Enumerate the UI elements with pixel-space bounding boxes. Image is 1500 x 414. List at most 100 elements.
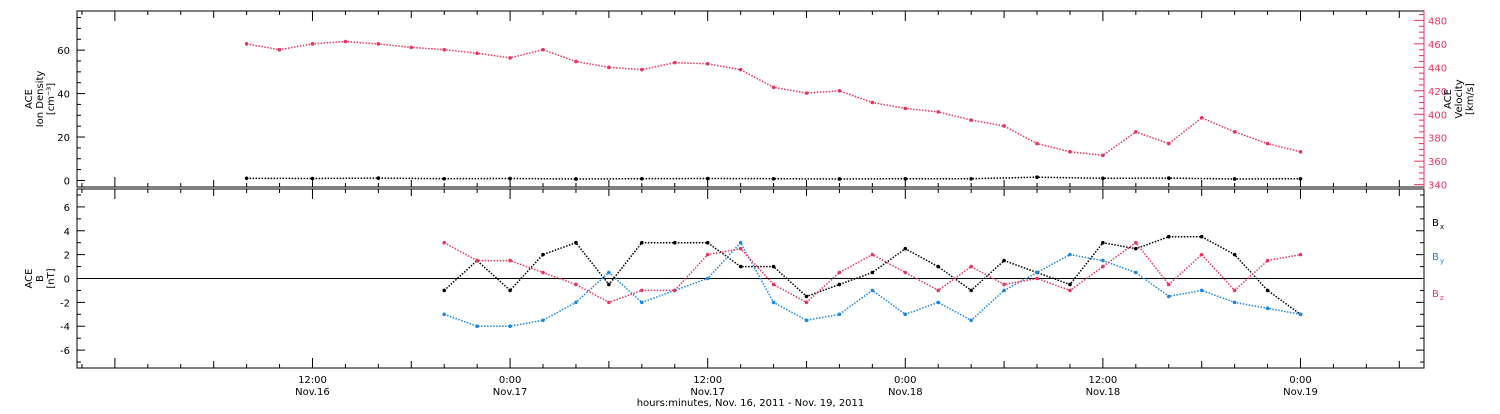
data-point <box>541 252 545 257</box>
data-point <box>607 282 611 287</box>
data-point <box>771 282 776 287</box>
data-point <box>1298 252 1303 257</box>
bottom-y-axis-label-line: ACE <box>24 269 35 289</box>
x-tick-date-label: Nov.18 <box>1086 387 1121 398</box>
data-point <box>1232 300 1237 305</box>
data-point <box>771 264 776 269</box>
data-point <box>1166 234 1171 239</box>
data-point <box>837 88 842 93</box>
data-point <box>640 176 644 181</box>
data-point <box>1134 240 1138 245</box>
data-point <box>1166 176 1171 180</box>
data-point <box>376 42 381 46</box>
data-point <box>837 282 842 287</box>
y-tick-label: -6 <box>60 346 70 357</box>
x-tick-date-label: Nov.18 <box>888 387 923 398</box>
top-y-axis-label-line: [cm⁻³] <box>46 83 57 115</box>
data-point <box>574 240 578 245</box>
data-point <box>541 47 545 52</box>
data-point <box>1134 246 1138 251</box>
data-point <box>1134 130 1138 134</box>
legend-label-main: B <box>1432 252 1439 263</box>
top-panel-frame <box>76 10 1425 188</box>
y-tick-label: 380 <box>1428 134 1447 145</box>
data-point <box>1101 240 1105 245</box>
data-point <box>870 100 875 105</box>
data-point <box>1101 153 1105 158</box>
data-point <box>672 240 677 245</box>
series-ion-density <box>244 175 1303 181</box>
data-point <box>640 240 644 245</box>
data-point <box>640 67 644 72</box>
data-point <box>1265 288 1270 293</box>
x-tick-time-label: 0:00 <box>894 375 916 386</box>
data-point <box>1232 130 1237 134</box>
data-point <box>1199 252 1204 257</box>
y-tick-label: -2 <box>60 298 70 309</box>
data-point <box>969 176 973 181</box>
series-bx <box>442 234 1303 317</box>
top-right-y-axis-label-line: Velocity <box>1454 79 1465 118</box>
y-tick-label: 2 <box>64 251 70 262</box>
data-point <box>738 264 743 269</box>
y-tick-label: 360 <box>1428 157 1447 168</box>
data-point <box>1134 270 1138 275</box>
data-point <box>771 300 776 305</box>
legend-label-main: B <box>1432 218 1439 229</box>
data-point <box>574 177 578 181</box>
data-point <box>442 240 447 245</box>
data-point <box>705 252 710 257</box>
data-point <box>1002 124 1006 128</box>
data-point <box>705 176 710 181</box>
series-velocity <box>244 39 1303 158</box>
data-point <box>804 294 809 299</box>
data-point <box>672 60 677 65</box>
data-point <box>541 318 545 323</box>
data-point <box>1035 175 1039 180</box>
data-point <box>508 56 512 60</box>
data-point <box>1035 276 1039 281</box>
data-point <box>1002 258 1006 263</box>
data-point <box>475 324 479 329</box>
data-point <box>574 59 578 64</box>
x-tick-time-label: 12:00 <box>693 375 722 386</box>
data-point <box>738 240 743 245</box>
y-tick-label: 40 <box>57 90 70 101</box>
data-point <box>1068 252 1072 257</box>
data-point <box>936 264 941 269</box>
data-point <box>442 176 447 181</box>
data-point <box>409 45 414 50</box>
data-point <box>1002 282 1006 287</box>
data-point <box>903 176 908 181</box>
data-point <box>640 288 644 293</box>
data-point <box>738 246 743 251</box>
data-point <box>804 300 809 305</box>
x-tick-date-label: Nov.16 <box>295 387 330 398</box>
top-left-y-axis: 0 20 40 60 <box>57 17 85 187</box>
data-point <box>837 312 842 317</box>
legend-label-sub: x <box>1440 223 1444 231</box>
data-point <box>738 67 743 72</box>
top-right-y-axis-label-line: ACE <box>1443 89 1454 109</box>
y-tick-label: 480 <box>1428 16 1447 27</box>
y-tick-label: 6 <box>64 203 70 214</box>
y-tick-label: 440 <box>1428 63 1447 74</box>
y-tick-label: 400 <box>1428 110 1447 121</box>
data-point <box>969 318 973 323</box>
data-point <box>508 288 512 293</box>
data-point <box>870 288 875 293</box>
data-point <box>475 258 479 263</box>
data-point <box>1232 288 1237 293</box>
data-point <box>442 312 447 317</box>
x-axis-ticks: 12:00Nov.160:00Nov.1712:00Nov.170:00Nov.… <box>81 11 1400 398</box>
x-tick-time-label: 0:00 <box>1289 375 1311 386</box>
data-point <box>1166 294 1171 299</box>
data-point <box>903 312 908 317</box>
data-point <box>244 176 249 181</box>
data-point <box>541 270 545 275</box>
data-point <box>1166 282 1171 287</box>
